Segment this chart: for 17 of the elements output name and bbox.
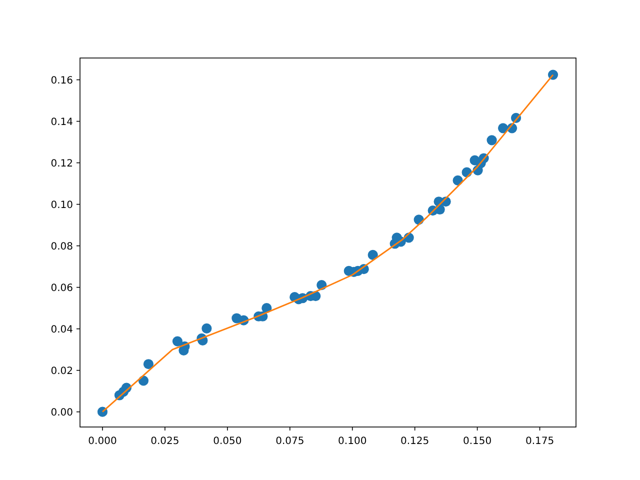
x-tick-label: 0.125 xyxy=(400,436,430,447)
y-tick-label: 0.10 xyxy=(50,200,73,211)
x-tick-label: 0.175 xyxy=(525,436,554,447)
y-tick-label: 0.04 xyxy=(50,324,73,336)
x-tick-label: 0.150 xyxy=(462,436,492,447)
y-tick-label: 0.06 xyxy=(50,282,73,294)
y-tick-label: 0.02 xyxy=(50,366,73,377)
y-tick-label: 0.14 xyxy=(50,116,73,128)
y-tick-label: 0.08 xyxy=(50,241,73,252)
x-tick-label: 0.050 xyxy=(213,436,242,447)
y-tick-label: 0.12 xyxy=(50,158,73,170)
y-tick-label: 0.16 xyxy=(50,75,73,86)
x-tick-label: 0.000 xyxy=(88,436,117,447)
y-tick-label: 0.00 xyxy=(50,407,73,418)
x-tick-label: 0.100 xyxy=(338,436,367,447)
x-tick-label: 0.075 xyxy=(276,436,304,447)
x-tick-label: 0.025 xyxy=(150,436,180,447)
